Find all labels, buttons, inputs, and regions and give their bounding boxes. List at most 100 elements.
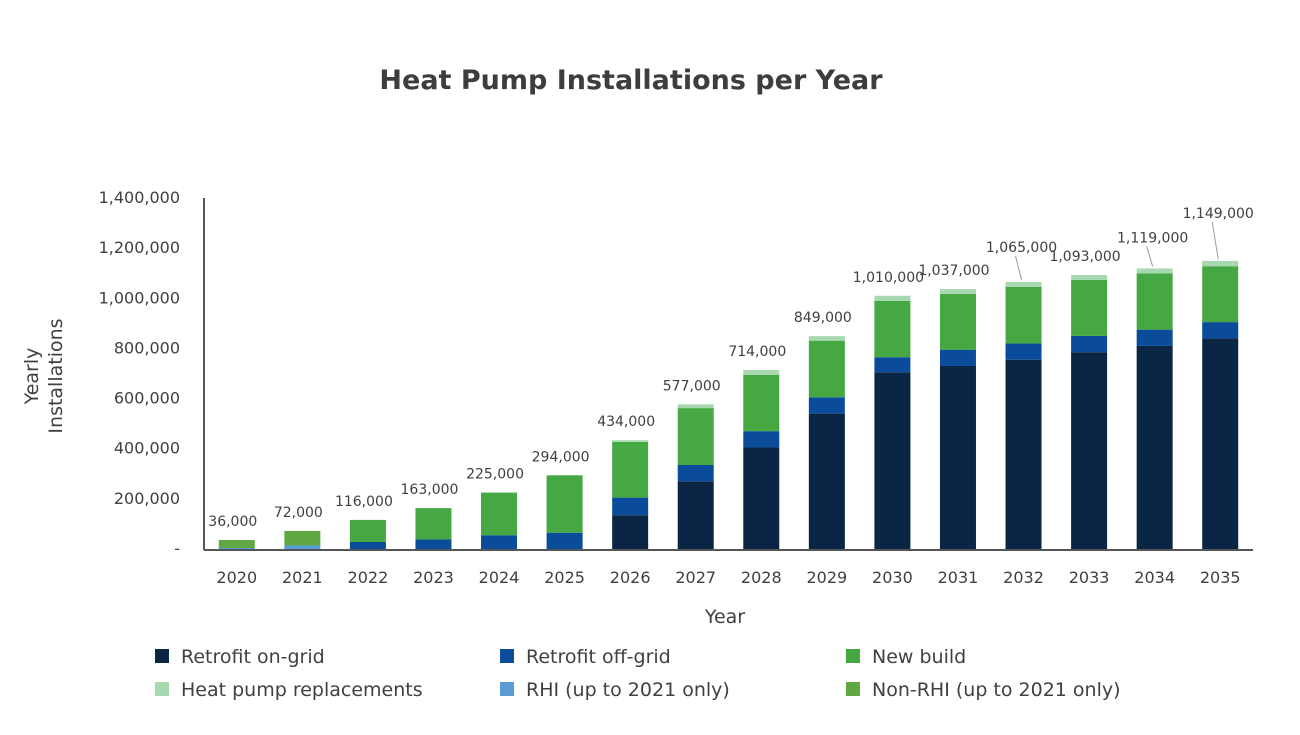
bar-new-build-2026: [612, 441, 649, 498]
bar-retrofit-off-grid-2024: [481, 535, 518, 549]
x-tick-label: 2033: [1069, 568, 1110, 587]
bar-new-build-2035: [1202, 266, 1239, 323]
bar-new-build-2028: [743, 374, 780, 432]
y-tick-label: 1,200,000: [99, 238, 180, 257]
y-tick-label: -: [174, 539, 180, 558]
label-leader-line: [1211, 221, 1219, 260]
total-label: 1,093,000: [1049, 249, 1120, 265]
label-leader-line: [1146, 246, 1154, 267]
bar-retrofit-on-grid-2030: [874, 372, 911, 549]
x-tick-label: 2024: [479, 568, 520, 587]
x-tick-label: 2029: [806, 568, 847, 587]
x-axis-label: Year: [704, 606, 745, 628]
legend-swatch: [846, 682, 860, 696]
bar-new-build-2027: [677, 408, 714, 466]
bar-retrofit-on-grid-2027: [677, 481, 714, 549]
bar-new-build-2022: [349, 519, 386, 542]
bars: [218, 260, 1239, 549]
x-tick-label: 2035: [1200, 568, 1241, 587]
legend-label: Retrofit on-grid: [181, 646, 325, 668]
legend-label: New build: [872, 646, 966, 668]
total-label: 225,000: [466, 467, 524, 483]
x-tick-label: 2020: [216, 568, 257, 587]
bar-new-build-2024: [481, 492, 518, 536]
x-tick-label: 2034: [1134, 568, 1175, 587]
bar-retrofit-off-grid-2034: [1136, 329, 1173, 346]
legend-label: Heat pump replacements: [181, 679, 423, 701]
legend-label: Retrofit off-grid: [526, 646, 671, 668]
total-label: 36,000: [208, 514, 257, 530]
bar-retrofit-off-grid-2026: [612, 497, 649, 516]
chart-title: Heat Pump Installations per Year: [379, 65, 883, 96]
bar-retrofit-off-grid-2023: [415, 539, 452, 549]
x-tick-label: 2028: [741, 568, 782, 587]
label-leader-line: [1015, 255, 1023, 281]
y-tick-label: 1,400,000: [99, 188, 180, 207]
total-label: 1,037,000: [918, 263, 989, 279]
total-label: 1,065,000: [986, 240, 1057, 256]
legend-swatch: [846, 649, 860, 663]
x-tick-label: 2021: [282, 568, 323, 587]
axes: [203, 198, 1253, 551]
bar-rhi-up-to-2021-only-2021: [284, 545, 321, 549]
x-axis-ticks: 2020 2021 2022 2023 2024 2025 2026 2027 2028 2029…: [216, 568, 1240, 587]
total-label: 1,119,000: [1117, 230, 1188, 246]
bar-new-build-2034: [1136, 273, 1173, 330]
y-tick-label: 200,000: [114, 489, 180, 508]
bar-new-build-2029: [808, 340, 845, 398]
x-tick-label: 2023: [413, 568, 454, 587]
bar-retrofit-on-grid-2031: [939, 365, 976, 549]
legend-item-new-build: New build: [846, 646, 966, 668]
y-tick-label: 800,000: [114, 338, 180, 357]
y-tick-label: 600,000: [114, 389, 180, 408]
total-label: 72,000: [274, 505, 323, 521]
bar-retrofit-off-grid-2028: [743, 431, 780, 448]
bar-heat-pump-replacements-2030: [874, 295, 911, 301]
x-tick-label: 2022: [348, 568, 389, 587]
bar-retrofit-off-grid-2027: [677, 465, 714, 482]
legend-swatch: [155, 682, 169, 696]
bar-retrofit-on-grid-2029: [808, 413, 845, 549]
legend-swatch: [500, 682, 514, 696]
legend-item-retrofit-on-grid: Retrofit on-grid: [155, 646, 325, 668]
legend-swatch: [155, 649, 169, 663]
x-tick-label: 2030: [872, 568, 913, 587]
total-label: 714,000: [728, 344, 786, 360]
x-tick-label: 2027: [675, 568, 716, 587]
legend-item-non-rhi-up-to-2021-only: Non-RHI (up to 2021 only): [846, 679, 1121, 701]
bar-retrofit-off-grid-2022: [349, 541, 386, 549]
legend-swatch: [500, 649, 514, 663]
y-axis-label-line: Installations: [45, 318, 67, 433]
bar-retrofit-on-grid-2035: [1202, 338, 1239, 549]
bar-heat-pump-replacements-2031: [939, 289, 976, 295]
bar-new-build-2030: [874, 300, 911, 358]
total-labels: 36,000 72,000 116,000 163,000 225,000 294,000…: [208, 206, 1254, 530]
x-tick-label: 2031: [938, 568, 979, 587]
bar-retrofit-on-grid-2032: [1005, 359, 1042, 549]
bar-retrofit-off-grid-2032: [1005, 343, 1042, 360]
bar-new-build-2033: [1071, 279, 1108, 336]
total-label: 849,000: [794, 310, 852, 326]
legend-label: RHI (up to 2021 only): [526, 679, 730, 701]
bar-heat-pump-replacements-2034: [1136, 268, 1173, 274]
bar-heat-pump-replacements-2033: [1071, 274, 1108, 280]
bar-heat-pump-replacements-2029: [808, 336, 845, 341]
x-tick-label: 2026: [610, 568, 651, 587]
bar-heat-pump-replacements-2035: [1202, 260, 1239, 267]
legend-item-retrofit-off-grid: Retrofit off-grid: [500, 646, 671, 668]
bar-rhi-up-to-2021-only-2020: [218, 547, 255, 549]
bar-new-build-2031: [939, 294, 976, 350]
total-label: 294,000: [532, 449, 590, 465]
bar-non-rhi-up-to-2021-only-2020: [218, 539, 255, 548]
x-tick-label: 2032: [1003, 568, 1044, 587]
total-label: 577,000: [663, 378, 721, 394]
bar-heat-pump-replacements-2027: [677, 404, 714, 409]
bar-non-rhi-up-to-2021-only-2021: [284, 530, 321, 546]
total-label: 163,000: [401, 482, 459, 498]
total-label: 116,000: [335, 494, 393, 510]
bar-retrofit-off-grid-2029: [808, 397, 845, 414]
total-label: 1,149,000: [1183, 206, 1254, 222]
total-label: 434,000: [597, 414, 655, 430]
bar-new-build-2025: [546, 475, 583, 533]
